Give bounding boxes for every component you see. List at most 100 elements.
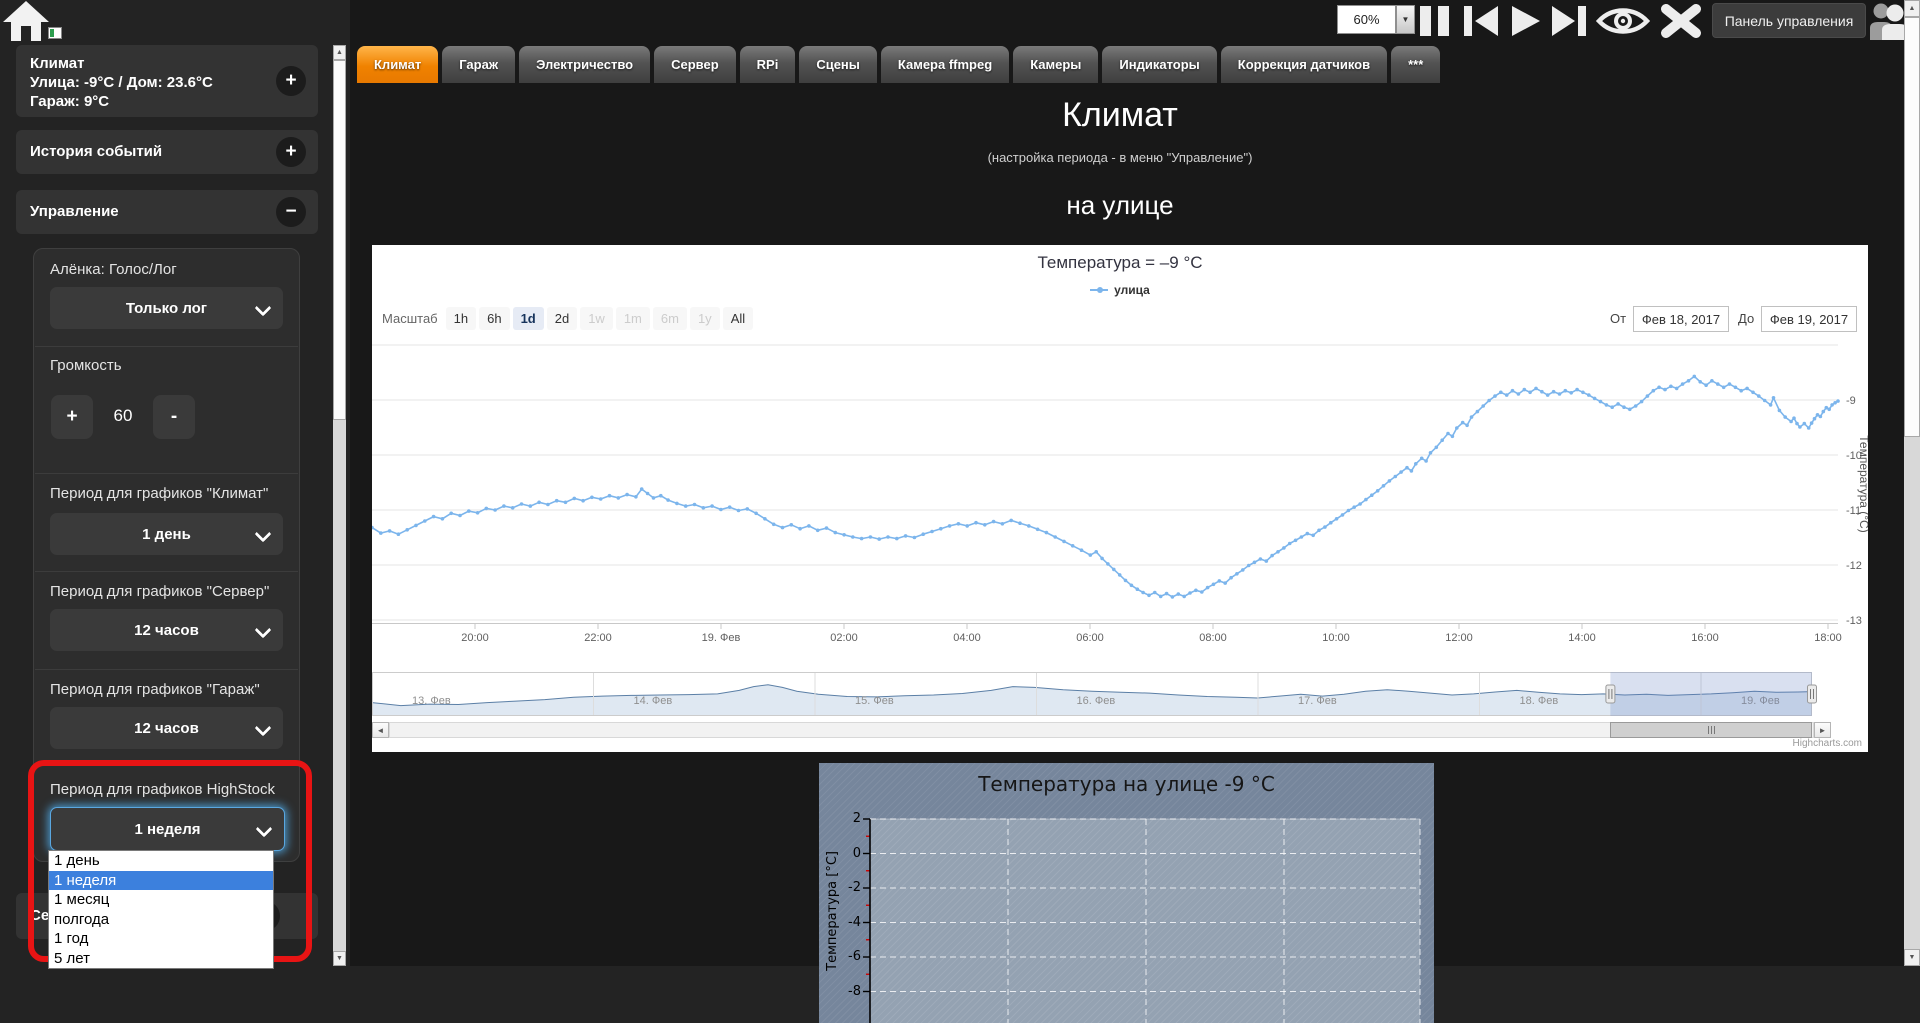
navigator-handle-left[interactable] — [1605, 684, 1616, 704]
svg-text:04:00: 04:00 — [953, 632, 981, 644]
svg-text:13. Фев: 13. Фев — [412, 695, 451, 707]
date-to-input[interactable]: Фев 19, 2017 — [1761, 306, 1857, 332]
climate-expand-icon[interactable]: + — [276, 66, 306, 96]
range-button-All[interactable]: All — [722, 307, 754, 330]
svg-text:-9: -9 — [1846, 395, 1856, 407]
highstock-option-4[interactable]: полгода — [54, 910, 110, 928]
period-garage-label: Период для графиков "Гараж" — [50, 681, 260, 698]
tab-1[interactable]: Климат — [357, 46, 439, 83]
period-climate-select[interactable]: 1 день — [50, 513, 283, 555]
range-selector: Масштаб 1h 6h 1d 2d 1w 1m 6m 1y All — [382, 307, 754, 330]
chart-legend-item[interactable]: улица — [372, 283, 1868, 297]
svg-text:15. Фев: 15. Фев — [855, 695, 894, 707]
app-mini-icon[interactable] — [48, 27, 62, 39]
navigator-scroll-right-icon[interactable]: ► — [1814, 722, 1831, 738]
main-scrollbar-thumb[interactable] — [1904, 17, 1920, 437]
sidebar-scrollbar-up-icon[interactable]: ▲ — [333, 45, 346, 60]
navigator-scroll-left-icon[interactable]: ◄ — [372, 722, 389, 738]
tab-7[interactable]: Камера ffmpeg — [880, 46, 1010, 83]
voice-select-value: Только лог — [125, 299, 208, 317]
highstock-option-3[interactable]: 1 месяц — [54, 891, 110, 908]
history-expand-icon[interactable]: + — [276, 137, 306, 167]
climate-summary-line1: Улица: -9°C / Дом: 23.6°C — [30, 74, 213, 91]
highstock-option-5[interactable]: 1 год — [54, 930, 89, 947]
zoom-dropdown-button[interactable]: ▼ — [1396, 5, 1415, 34]
highstock-option-1[interactable]: 1 день — [54, 852, 100, 869]
navigator-scrollbar-track[interactable] — [389, 722, 1814, 738]
svg-text:10:00: 10:00 — [1322, 632, 1350, 644]
climate-summary-panel[interactable]: Климат Улица: -9°C / Дом: 23.6°C Гараж: … — [16, 45, 318, 117]
manage-panel-title: Управление — [30, 203, 119, 220]
navigator-scrollbar-thumb[interactable] — [1610, 722, 1812, 738]
svg-text:22:00: 22:00 — [584, 632, 612, 644]
zoom-level-select[interactable]: 60% — [1337, 5, 1396, 34]
range-button-2d[interactable]: 2d — [546, 307, 578, 330]
date-to-label: До — [1738, 311, 1755, 326]
sidebar-scrollbar-thumb[interactable] — [333, 60, 346, 420]
tab-3[interactable]: Электричество — [519, 46, 651, 83]
period-highstock-select[interactable]: 1 неделя — [50, 807, 285, 851]
pause-icon[interactable] — [1418, 4, 1452, 38]
period-garage-select[interactable]: 12 часов — [50, 707, 283, 749]
highstock-option-2[interactable]: 1 неделя — [49, 870, 273, 890]
divider — [35, 571, 298, 572]
play-icon[interactable] — [1508, 4, 1542, 38]
control-panel-button[interactable]: Панель управления — [1712, 3, 1866, 38]
volume-up-button[interactable]: + — [51, 395, 93, 439]
svg-text:-10: -10 — [1846, 450, 1862, 462]
range-button-1h[interactable]: 1h — [445, 307, 477, 330]
chevron-down-icon — [255, 820, 273, 838]
tab-10[interactable]: Коррекция датчиков — [1220, 46, 1388, 83]
highcharts-credit-link[interactable]: Highcharts.com — [1792, 738, 1862, 749]
volume-down-button[interactable]: - — [153, 395, 195, 439]
manage-panel[interactable]: Управление − — [16, 190, 318, 234]
tab-2[interactable]: Гараж — [442, 46, 516, 83]
tab-11[interactable]: *** — [1391, 46, 1441, 83]
tab-9[interactable]: Индикаторы — [1102, 46, 1217, 83]
history-panel[interactable]: История событий + — [16, 130, 318, 174]
period-server-select[interactable]: 12 часов — [50, 609, 283, 651]
home-icon[interactable] — [2, 0, 50, 42]
user-avatar[interactable] — [1866, 0, 1912, 40]
main-scrollbar-down-icon[interactable]: ▼ — [1904, 949, 1920, 966]
range-button-1d[interactable]: 1d — [512, 307, 544, 330]
tab-8[interactable]: Камеры — [1013, 46, 1099, 83]
date-from-input[interactable]: Фев 18, 2017 — [1633, 306, 1729, 332]
tab-6[interactable]: Сцены — [799, 46, 877, 83]
climate-chart-card: Температура = –9 °C улица Масштаб 1h 6h 1d… — [372, 245, 1868, 752]
tab-4[interactable]: Сервер — [654, 46, 736, 83]
range-button-6h[interactable]: 6h — [479, 307, 510, 330]
close-icon[interactable] — [1660, 4, 1702, 38]
svg-text:16. Фев: 16. Фев — [1077, 695, 1116, 707]
chevron-down-icon — [254, 525, 272, 543]
main-scrollbar-up-icon[interactable]: ▲ — [1904, 0, 1920, 17]
tab-5[interactable]: RPi — [739, 46, 796, 83]
navigator-handle-right[interactable] — [1807, 684, 1817, 704]
eye-icon[interactable] — [1596, 4, 1650, 38]
climate-summary-title: Климат — [30, 55, 85, 72]
skip-back-icon[interactable] — [1462, 4, 1500, 38]
skip-forward-icon[interactable] — [1550, 4, 1588, 38]
outdoor-temperature-chart: Температура на улице -9 °C Температура [… — [819, 763, 1434, 1023]
divider — [35, 346, 298, 347]
svg-text:19. Фев: 19. Фев — [1741, 695, 1780, 707]
main-scrollbar[interactable]: ▲ ▼ — [1904, 0, 1920, 966]
manage-collapse-icon[interactable]: − — [276, 197, 306, 227]
svg-text:14:00: 14:00 — [1568, 632, 1596, 644]
period-highstock-options-list[interactable]: 1 день 1 неделя 1 месяц полгода 1 год 5 лет — [48, 850, 274, 969]
sidebar-scrollbar-down-icon[interactable]: ▼ — [333, 951, 346, 966]
range-button-1y: 1y — [689, 307, 720, 330]
section-heading: на улице — [1066, 190, 1174, 220]
volume-label: Громкость — [50, 357, 122, 374]
navigator-selected-range[interactable] — [1610, 672, 1812, 716]
divider — [35, 473, 298, 474]
legend-marker-icon — [1090, 287, 1109, 293]
voice-select[interactable]: Только лог — [50, 287, 283, 329]
outdoor-chart-ytick: -4 — [848, 914, 861, 930]
svg-text:Температура (°C): Температура (°C) — [1857, 435, 1868, 532]
sidebar-scrollbar[interactable]: ▲ ▼ — [333, 45, 346, 966]
outdoor-chart-ytick: 2 — [852, 811, 861, 826]
hidden-bottom-panel-title: Се — [30, 907, 50, 924]
highstock-option-6[interactable]: 5 лет — [54, 949, 90, 967]
range-button-1w: 1w — [580, 307, 613, 330]
